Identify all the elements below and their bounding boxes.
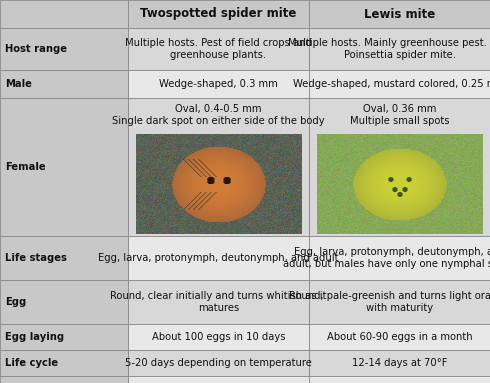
Text: Host range: Host range <box>5 44 67 54</box>
Text: Round, clear initially and turns whitish as it
matures: Round, clear initially and turns whitish… <box>110 291 327 313</box>
Bar <box>309 350 490 376</box>
Bar <box>128 376 309 383</box>
Bar <box>128 0 309 28</box>
Text: Egg, larva, protonymph, deutonymph, and adult: Egg, larva, protonymph, deutonymph, and … <box>98 253 339 263</box>
Bar <box>0 376 128 383</box>
Text: About 100 eggs in 10 days: About 100 eggs in 10 days <box>152 332 285 342</box>
Bar <box>0 350 128 376</box>
Text: Oval, 0.4-0.5 mm
Single dark spot on either side of the body: Oval, 0.4-0.5 mm Single dark spot on eit… <box>112 104 325 126</box>
Bar <box>0 280 128 324</box>
Bar <box>0 0 128 28</box>
Text: Round, pale-greenish and turns light orange
with maturity: Round, pale-greenish and turns light ora… <box>289 291 490 313</box>
Text: Wedge-shaped, mustard colored, 0.25 mm: Wedge-shaped, mustard colored, 0.25 mm <box>293 79 490 89</box>
Bar <box>128 28 309 70</box>
Bar <box>128 70 309 98</box>
Bar <box>0 324 128 350</box>
Text: Oval, 0.36 mm
Multiple small spots: Oval, 0.36 mm Multiple small spots <box>350 104 449 126</box>
Text: Life stages: Life stages <box>5 253 67 263</box>
Text: 12-14 days at 70°F: 12-14 days at 70°F <box>352 358 447 368</box>
Bar <box>309 236 490 280</box>
Bar <box>0 98 128 236</box>
Text: Multiple hosts. Mainly greenhouse pest. AKA
Poinsettia spider mite.: Multiple hosts. Mainly greenhouse pest. … <box>289 38 490 60</box>
Bar <box>309 28 490 70</box>
Bar <box>309 98 490 236</box>
Text: About 60-90 eggs in a month: About 60-90 eggs in a month <box>327 332 472 342</box>
Text: Female: Female <box>5 162 46 172</box>
Text: Egg laying: Egg laying <box>5 332 64 342</box>
Bar <box>0 28 128 70</box>
Text: Multiple hosts. Pest of field crops and
greenhouse plants.: Multiple hosts. Pest of field crops and … <box>125 38 312 60</box>
Bar <box>309 70 490 98</box>
Bar <box>0 236 128 280</box>
Text: Life cycle: Life cycle <box>5 358 58 368</box>
Bar <box>309 324 490 350</box>
Bar <box>128 280 309 324</box>
Bar <box>128 350 309 376</box>
Bar <box>128 98 309 236</box>
Bar <box>128 324 309 350</box>
Bar <box>128 236 309 280</box>
Text: 5-20 days depending on temperature: 5-20 days depending on temperature <box>125 358 312 368</box>
Bar <box>0 70 128 98</box>
Text: Twospotted spider mite: Twospotted spider mite <box>140 8 296 21</box>
Text: Lewis mite: Lewis mite <box>364 8 435 21</box>
Bar <box>309 280 490 324</box>
Text: Egg, larva, protonymph, deutonymph, and
adult, but males have only one nymphal s: Egg, larva, protonymph, deutonymph, and … <box>283 247 490 269</box>
Text: Egg: Egg <box>5 297 26 307</box>
Text: Male: Male <box>5 79 32 89</box>
Bar <box>309 376 490 383</box>
Bar <box>309 0 490 28</box>
Text: Wedge-shaped, 0.3 mm: Wedge-shaped, 0.3 mm <box>159 79 278 89</box>
